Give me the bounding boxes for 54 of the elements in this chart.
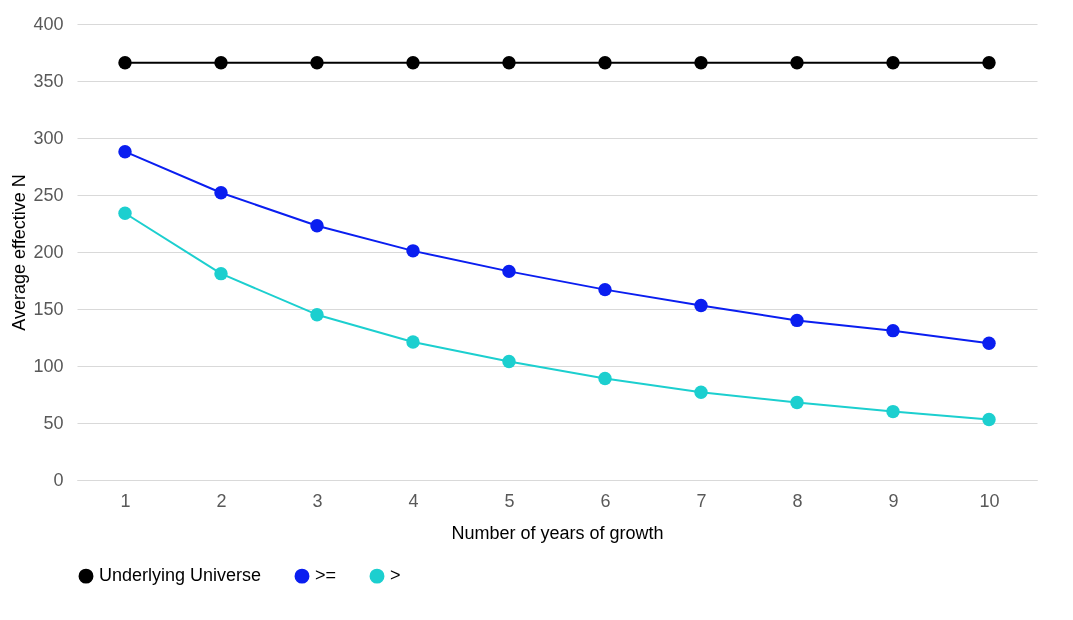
point — [214, 186, 228, 200]
point — [598, 282, 612, 297]
y-tick-label: 150 — [33, 298, 64, 319]
point — [790, 313, 804, 328]
point — [982, 336, 996, 350]
point — [406, 335, 420, 349]
legend-label: > — [390, 565, 401, 586]
point — [502, 264, 516, 279]
x-tick-label: 1 — [120, 490, 131, 511]
point — [502, 56, 516, 70]
point — [118, 144, 132, 159]
x-tick-label: 7 — [696, 490, 707, 511]
point — [502, 354, 516, 369]
point — [790, 395, 804, 410]
y-tick-label: 300 — [33, 127, 64, 148]
point — [886, 323, 900, 338]
x-tick-label: 6 — [600, 490, 611, 511]
x-tick-label: 3 — [312, 490, 323, 511]
y-axis-title: Average effective N — [9, 174, 30, 331]
legend-label: >= — [315, 565, 337, 586]
point — [118, 56, 132, 70]
point — [886, 404, 900, 419]
y-tick-label: 200 — [33, 241, 64, 262]
point — [406, 56, 420, 70]
x-tick-label: 4 — [408, 490, 419, 511]
point — [694, 56, 708, 70]
point — [982, 412, 996, 427]
point — [310, 56, 324, 70]
x-tick-label: 9 — [888, 490, 899, 511]
y-tick-label: 0 — [53, 469, 64, 490]
legend-label: Underlying Universe — [99, 565, 262, 586]
y-tick-label: 350 — [33, 70, 64, 91]
point — [310, 219, 324, 233]
point — [982, 56, 996, 70]
point — [694, 298, 708, 313]
y-tick-label: 100 — [33, 355, 64, 376]
point — [118, 206, 132, 220]
x-tick-label: 10 — [979, 490, 1000, 511]
point — [214, 56, 228, 70]
point — [406, 244, 420, 258]
x-axis-title: Number of years of growth — [451, 522, 664, 543]
y-tick-label: 400 — [33, 13, 64, 34]
y-tick-label: 50 — [43, 412, 64, 433]
point — [598, 371, 612, 386]
x-tick-label: 8 — [792, 490, 803, 511]
point — [886, 56, 900, 70]
point — [598, 56, 612, 70]
x-tick-label: 2 — [216, 490, 227, 511]
point — [790, 56, 804, 70]
point — [694, 385, 708, 399]
x-tick-label: 5 — [504, 490, 515, 511]
point — [214, 266, 228, 281]
point — [310, 308, 324, 322]
y-tick-label: 250 — [33, 184, 64, 205]
